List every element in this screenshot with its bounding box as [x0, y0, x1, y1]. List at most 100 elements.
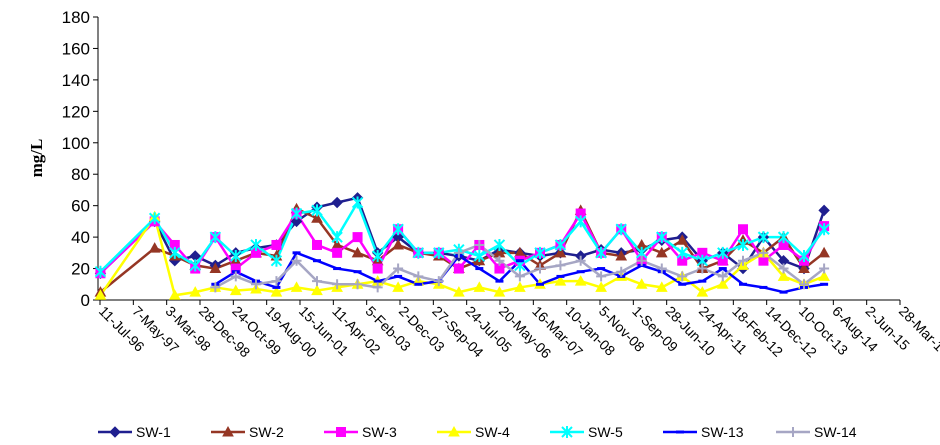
- triangle: [351, 246, 364, 258]
- marker: [534, 246, 546, 259]
- legend-item: SW-13: [663, 424, 744, 440]
- triangle: [777, 270, 790, 281]
- plus: [413, 271, 424, 282]
- y-tick-label: 140: [62, 71, 90, 90]
- marker: [453, 286, 465, 297]
- triangle: [168, 289, 181, 300]
- star: [169, 246, 181, 259]
- marker: [514, 281, 526, 292]
- star: [148, 212, 161, 225]
- plus: [575, 255, 586, 266]
- star: [574, 215, 587, 228]
- marker: [148, 242, 161, 253]
- marker: [615, 249, 628, 261]
- triangle: [635, 278, 648, 289]
- star: [757, 231, 770, 244]
- star: [392, 223, 404, 236]
- marker: [94, 289, 107, 300]
- marker: [433, 276, 444, 287]
- marker: [271, 276, 282, 287]
- triangle: [473, 281, 486, 292]
- triangle: [676, 234, 689, 245]
- star: [656, 231, 668, 244]
- plus: [251, 279, 261, 290]
- marker: [290, 281, 303, 292]
- triangle: [595, 281, 607, 292]
- y-tick-label: 120: [62, 102, 90, 121]
- marker: [222, 425, 234, 437]
- marker: [676, 234, 689, 245]
- y-tick-label: 60: [71, 197, 90, 216]
- legend-label: SW-5: [588, 424, 623, 440]
- marker: [574, 275, 587, 286]
- legend-item: SW-2: [211, 424, 284, 440]
- marker: [818, 270, 830, 281]
- marker: [230, 271, 241, 282]
- square: [372, 263, 383, 274]
- triangle: [696, 286, 709, 297]
- marker: [372, 282, 383, 293]
- marker: [777, 270, 790, 281]
- plus: [555, 260, 566, 271]
- marker: [189, 259, 201, 272]
- marker: [818, 204, 830, 217]
- plus: [433, 276, 444, 287]
- triangle: [270, 286, 283, 297]
- marker: [331, 196, 343, 209]
- star: [94, 265, 107, 278]
- marker: [535, 263, 545, 274]
- y-tick-label: 80: [71, 165, 90, 184]
- marker: [737, 238, 749, 251]
- marker: [168, 289, 181, 300]
- marker: [616, 266, 627, 277]
- marker: [655, 281, 668, 292]
- triangle: [229, 284, 242, 296]
- star: [493, 238, 506, 251]
- marker: [595, 246, 607, 259]
- y-tick-label: 100: [62, 134, 90, 153]
- marker: [109, 426, 121, 438]
- legend-label: SW-1: [136, 424, 171, 440]
- plus: [291, 255, 302, 266]
- plus: [453, 247, 464, 258]
- marker: [473, 249, 486, 262]
- star: [798, 249, 810, 262]
- star: [412, 246, 425, 259]
- legend-item: SW-3: [324, 424, 397, 440]
- marker: [433, 246, 445, 259]
- marker: [312, 276, 322, 287]
- triangle: [189, 286, 202, 297]
- triangle: [554, 246, 567, 258]
- marker: [311, 284, 323, 296]
- marker: [636, 255, 647, 266]
- marker: [777, 231, 790, 244]
- marker: [312, 239, 322, 250]
- square: [336, 427, 346, 437]
- marker: [595, 281, 607, 292]
- marker: [554, 238, 567, 251]
- plus: [738, 255, 748, 266]
- triangle: [392, 238, 404, 250]
- star: [777, 231, 790, 244]
- star: [737, 238, 749, 251]
- marker: [393, 263, 404, 274]
- star: [676, 246, 688, 259]
- triangle: [453, 286, 465, 297]
- marker: [352, 232, 363, 243]
- marker: [798, 262, 810, 274]
- triangle: [392, 281, 404, 292]
- marker: [229, 284, 242, 296]
- star: [615, 223, 627, 236]
- triangle: [615, 249, 628, 261]
- plus: [636, 255, 647, 266]
- star: [290, 207, 303, 220]
- marker: [555, 260, 566, 271]
- star: [371, 249, 384, 262]
- marker: [493, 286, 506, 297]
- marker: [271, 239, 282, 250]
- plus: [393, 263, 404, 274]
- marker: [554, 246, 567, 258]
- triangle: [493, 286, 506, 297]
- square: [271, 239, 282, 250]
- marker: [453, 247, 464, 258]
